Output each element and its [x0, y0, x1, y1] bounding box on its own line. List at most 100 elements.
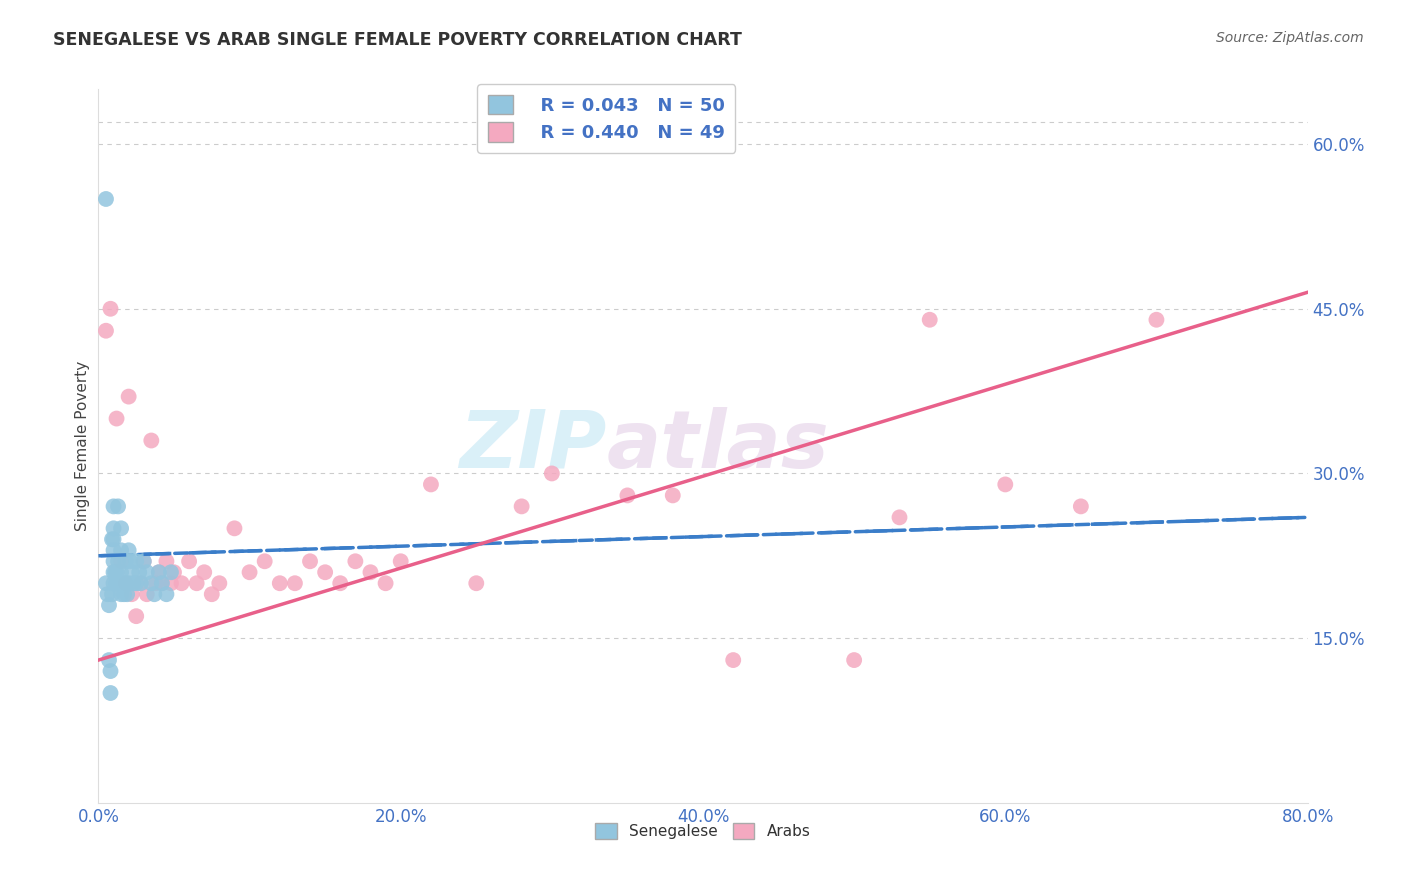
Point — [141, 576, 163, 591]
Point — [389, 554, 412, 568]
Point — [374, 576, 396, 591]
Point — [105, 566, 128, 580]
Point — [135, 587, 157, 601]
Point — [100, 301, 122, 316]
Point — [94, 324, 117, 338]
Point — [160, 576, 183, 591]
Point — [96, 587, 118, 601]
Point — [360, 566, 382, 580]
Point — [115, 587, 138, 601]
Point — [994, 477, 1017, 491]
Point — [125, 554, 148, 568]
Point — [132, 554, 155, 568]
Point — [132, 554, 155, 568]
Point — [661, 488, 683, 502]
Point — [125, 576, 148, 591]
Point — [101, 533, 124, 547]
Point — [108, 576, 131, 591]
Point — [224, 521, 246, 535]
Point — [128, 566, 150, 580]
Point — [105, 411, 128, 425]
Point — [103, 566, 125, 580]
Point — [104, 566, 127, 580]
Point — [465, 576, 488, 591]
Point — [616, 488, 638, 502]
Point — [114, 576, 136, 591]
Point — [114, 576, 136, 591]
Point — [120, 554, 142, 568]
Point — [125, 609, 148, 624]
Text: Source: ZipAtlas.com: Source: ZipAtlas.com — [1216, 31, 1364, 45]
Point — [540, 467, 562, 481]
Point — [170, 576, 193, 591]
Point — [103, 576, 125, 591]
Point — [150, 576, 173, 591]
Point — [510, 500, 533, 514]
Point — [148, 566, 170, 580]
Point — [148, 566, 170, 580]
Point — [94, 576, 117, 591]
Point — [129, 576, 152, 591]
Point — [101, 587, 124, 601]
Point — [186, 576, 208, 591]
Point — [723, 653, 745, 667]
Point — [269, 576, 291, 591]
Point — [105, 576, 128, 591]
Text: SENEGALESE VS ARAB SINGLE FEMALE POVERTY CORRELATION CHART: SENEGALESE VS ARAB SINGLE FEMALE POVERTY… — [53, 31, 742, 49]
Point — [1070, 500, 1092, 514]
Point — [344, 554, 367, 568]
Point — [121, 566, 143, 580]
Point — [299, 554, 322, 568]
Point — [110, 587, 132, 601]
Point — [179, 554, 201, 568]
Point — [284, 576, 307, 591]
Point — [121, 587, 143, 601]
Point — [118, 390, 141, 404]
Point — [98, 598, 121, 612]
Point — [110, 521, 132, 535]
Point — [114, 576, 136, 591]
Point — [163, 566, 186, 580]
Point — [160, 566, 183, 580]
Point — [98, 653, 121, 667]
Point — [118, 543, 141, 558]
Point — [103, 554, 125, 568]
Point — [208, 576, 231, 591]
Point — [889, 510, 911, 524]
Point — [118, 576, 141, 591]
Point — [129, 576, 152, 591]
Point — [103, 533, 125, 547]
Point — [918, 312, 941, 326]
Point — [239, 566, 262, 580]
Point — [193, 566, 215, 580]
Point — [155, 587, 177, 601]
Point — [103, 543, 125, 558]
Text: ZIP: ZIP — [458, 407, 606, 485]
Point — [201, 587, 224, 601]
Legend: Senegalese, Arabs: Senegalese, Arabs — [589, 817, 817, 845]
Y-axis label: Single Female Poverty: Single Female Poverty — [75, 361, 90, 531]
Point — [122, 576, 145, 591]
Point — [105, 576, 128, 591]
Point — [100, 686, 122, 700]
Point — [112, 587, 135, 601]
Point — [844, 653, 866, 667]
Point — [110, 543, 132, 558]
Point — [107, 500, 129, 514]
Point — [314, 566, 336, 580]
Point — [150, 576, 173, 591]
Point — [100, 664, 122, 678]
Point — [143, 587, 166, 601]
Point — [111, 576, 134, 591]
Text: atlas: atlas — [606, 407, 830, 485]
Point — [103, 500, 125, 514]
Point — [110, 554, 132, 568]
Point — [94, 192, 117, 206]
Point — [114, 554, 136, 568]
Point — [155, 554, 177, 568]
Point — [253, 554, 276, 568]
Point — [141, 434, 163, 448]
Point — [1144, 312, 1167, 326]
Point — [420, 477, 443, 491]
Point — [110, 566, 132, 580]
